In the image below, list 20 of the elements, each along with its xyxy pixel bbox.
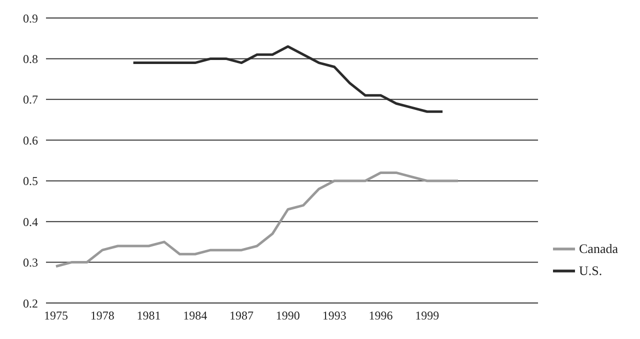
x-tick-label: 1981 (136, 308, 161, 323)
x-tick-label: 1990 (276, 308, 300, 323)
x-tick-label: 1978 (90, 308, 114, 323)
y-tick-label: 0.3 (23, 256, 38, 270)
x-tick-label: 1993 (322, 308, 346, 323)
y-tick-label: 0.2 (23, 296, 38, 310)
legend-label: Canada (579, 240, 618, 256)
x-tick-label: 1999 (415, 308, 440, 323)
y-tick-label: 0.4 (23, 214, 38, 229)
legend-label: U.S. (579, 262, 602, 278)
x-tick-label: 1987 (230, 308, 254, 323)
y-tick-label: 0.5 (23, 174, 38, 188)
x-tick-label: 1975 (44, 308, 68, 323)
y-tick-label: 0.7 (23, 92, 38, 107)
y-tick-label: 0.6 (23, 133, 38, 148)
x-tick-label: 1984 (183, 308, 208, 323)
y-tick-label: 0.9 (23, 11, 38, 26)
x-tick-label: 1996 (368, 308, 393, 323)
line-series (54, 171, 460, 268)
y-tick-label: 0.8 (23, 52, 38, 66)
